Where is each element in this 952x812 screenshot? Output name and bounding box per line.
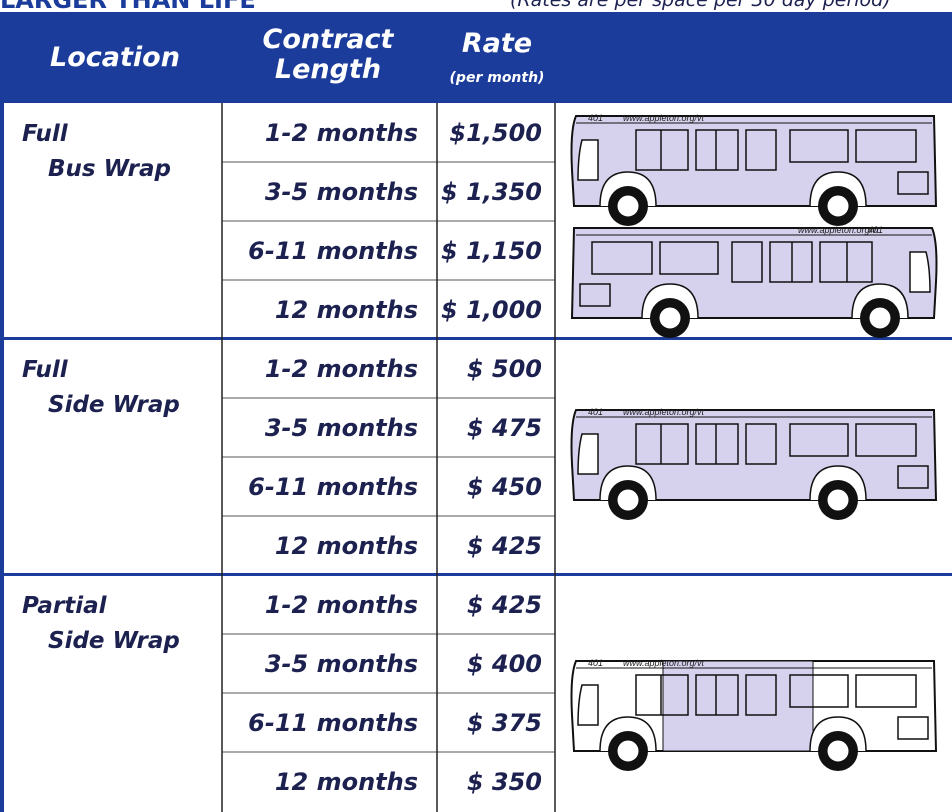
location-label: Side Wrap	[48, 392, 180, 418]
contract-length: 6-11 months	[248, 709, 418, 737]
windshield	[910, 252, 930, 292]
group-divider	[0, 573, 952, 576]
column-header: Length	[275, 54, 381, 85]
rate: $ 425	[467, 532, 542, 560]
location-label: Full	[22, 357, 69, 383]
bus-illustration: 401 www.appleton.org/vt	[572, 113, 937, 226]
contract-length: 6-11 months	[248, 473, 418, 501]
location-label: Partial	[22, 593, 108, 619]
column-subheader: (per month)	[450, 70, 545, 86]
hub	[827, 489, 849, 511]
rate-note: (Rates are per space per 30 day period)	[510, 0, 891, 11]
column-header: Location	[50, 42, 180, 73]
contract-length: 3-5 months	[265, 414, 418, 442]
bus-url: www.appleton.org/vt	[623, 407, 705, 417]
bus-body	[572, 116, 937, 226]
rate: $1,500	[449, 119, 542, 147]
rate: $ 1,150	[441, 237, 542, 265]
column-header: Rate	[462, 28, 532, 59]
location-label: Side Wrap	[48, 628, 180, 654]
rate: $ 400	[467, 650, 542, 678]
bus-route: 401	[588, 113, 603, 123]
rate: $ 350	[467, 768, 542, 796]
rate: $ 1,000	[441, 296, 542, 324]
contract-length: 12 months	[275, 296, 418, 324]
hub	[617, 740, 639, 762]
location-label: Bus Wrap	[48, 156, 171, 182]
left-border	[0, 12, 4, 812]
contract-length: 12 months	[275, 532, 418, 560]
rate: $ 450	[467, 473, 542, 501]
rate: $ 375	[467, 709, 542, 737]
hub	[617, 195, 639, 217]
contract-length: 3-5 months	[265, 650, 418, 678]
hub	[869, 307, 891, 329]
bus-body	[572, 410, 937, 520]
rate: $ 475	[467, 414, 542, 442]
windshield	[578, 140, 598, 180]
bus-illustration: 401 www.appleton.org/vt	[572, 407, 937, 520]
bus-url: www.appleton.org/vt	[798, 225, 880, 235]
hub	[617, 489, 639, 511]
hub	[659, 307, 681, 329]
bus-route: 401	[588, 407, 603, 417]
bus-illustration: 401 www.appleton.org/vt	[572, 658, 937, 771]
bus-url: www.appleton.org/vt	[623, 113, 705, 123]
rate: $ 1,350	[441, 178, 542, 206]
column-header: Contract	[263, 24, 395, 55]
hub	[827, 195, 849, 217]
contract-length: 1-2 months	[265, 355, 418, 383]
contract-length: 6-11 months	[248, 237, 418, 265]
bus-route: 401	[588, 658, 603, 668]
contract-length: 12 months	[275, 768, 418, 796]
hub	[827, 740, 849, 762]
group-divider	[0, 337, 952, 340]
page-title: LARGER THAN LIFE	[0, 0, 256, 14]
bus-url: www.appleton.org/vt	[623, 658, 705, 668]
rate: $ 425	[467, 591, 542, 619]
windshield	[578, 434, 598, 474]
bus-body	[572, 661, 937, 771]
contract-length: 1-2 months	[265, 119, 418, 147]
bus-body	[572, 228, 937, 338]
location-label: Full	[22, 121, 69, 147]
windshield	[578, 685, 598, 725]
contract-length: 3-5 months	[265, 178, 418, 206]
contract-length: 1-2 months	[265, 591, 418, 619]
rate: $ 500	[467, 355, 542, 383]
page: LARGER THAN LIFE (Rates are per space pe…	[0, 0, 952, 812]
